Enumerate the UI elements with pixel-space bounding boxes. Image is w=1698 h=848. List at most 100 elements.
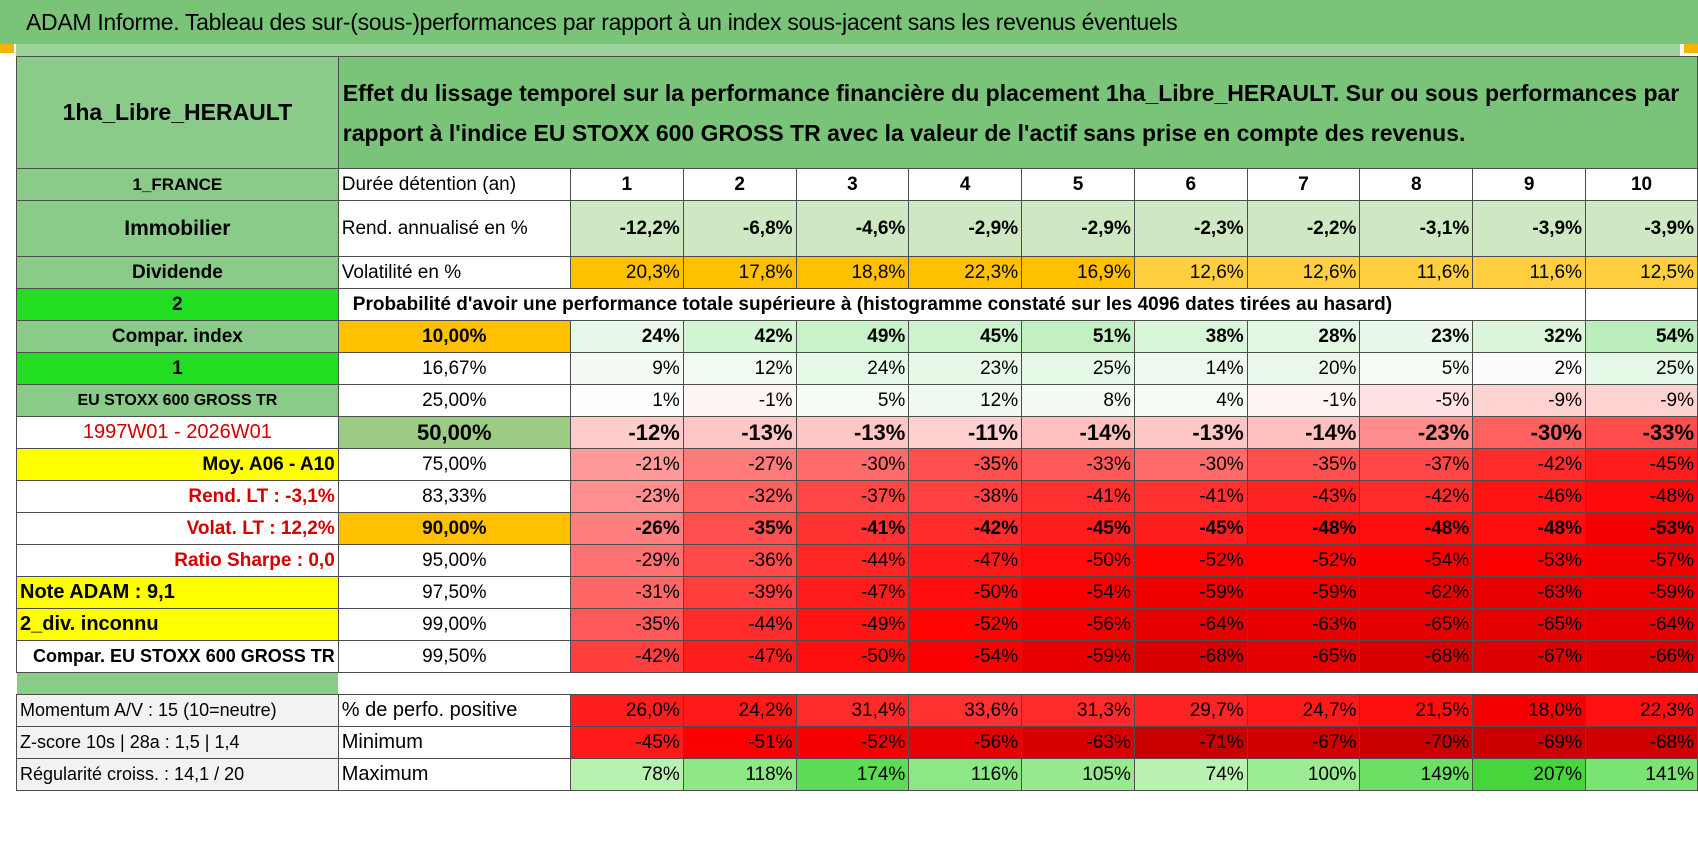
prob-cell: 45% bbox=[908, 320, 1023, 353]
prob-cell: -44% bbox=[682, 608, 797, 641]
header-strip bbox=[16, 44, 1680, 56]
stat-cell: 26,0% bbox=[569, 694, 684, 727]
prob-cell: -5% bbox=[1359, 384, 1474, 417]
prob-cell: -62% bbox=[1359, 576, 1474, 609]
prob-cell: -48% bbox=[1246, 512, 1361, 545]
prob-cell: -50% bbox=[908, 576, 1023, 609]
long-term-return: Rend. LT : -3,1% bbox=[16, 480, 339, 513]
volatility-cell: 20,3% bbox=[569, 256, 684, 289]
prob-cell: -64% bbox=[1585, 608, 1698, 641]
sharpe-ratio: Ratio Sharpe : 0,0 bbox=[16, 544, 339, 577]
percentile-label: 50,00% bbox=[337, 416, 571, 449]
stat-cell: 141% bbox=[1585, 758, 1698, 791]
annual-return-cell: -2,9% bbox=[1021, 200, 1135, 257]
prob-cell: -41% bbox=[1133, 480, 1248, 513]
prob-cell: -52% bbox=[1133, 544, 1248, 577]
zscore-label: Z-score 10s | 28a : 1,5 | 1,4 bbox=[16, 726, 339, 759]
prob-cell: -67% bbox=[1472, 640, 1587, 673]
prob-cell: -46% bbox=[1472, 480, 1587, 513]
prob-cell: -54% bbox=[1021, 576, 1135, 609]
compar-index-label: Compar. index bbox=[16, 320, 339, 353]
prob-cell: -64% bbox=[1133, 608, 1248, 641]
prob-cell: -59% bbox=[1021, 640, 1135, 673]
empty-cell bbox=[1585, 288, 1698, 321]
prob-cell: -47% bbox=[795, 576, 910, 609]
percentile-label: 97,50% bbox=[337, 576, 571, 609]
regularity-label: Régularité croiss. : 14,1 / 20 bbox=[16, 758, 339, 791]
prob-cell: -63% bbox=[1246, 608, 1361, 641]
year-header: 4 bbox=[908, 168, 1023, 201]
corner-marker-left bbox=[0, 44, 14, 53]
stat-cell: 78% bbox=[569, 758, 684, 791]
year-header: 5 bbox=[1021, 168, 1135, 201]
stat-cell: 207% bbox=[1472, 758, 1587, 791]
minimum-label: Minimum bbox=[337, 726, 571, 759]
prob-cell: -14% bbox=[1246, 416, 1361, 449]
prob-cell: 12% bbox=[908, 384, 1023, 417]
stat-cell: -71% bbox=[1133, 726, 1248, 759]
prob-cell: -30% bbox=[795, 448, 910, 481]
prob-cell: -42% bbox=[908, 512, 1023, 545]
prob-cell: 54% bbox=[1585, 320, 1698, 353]
prob-cell: -45% bbox=[1133, 512, 1248, 545]
stat-cell: -68% bbox=[1585, 726, 1698, 759]
prob-cell: 2% bbox=[1472, 352, 1587, 385]
prob-cell: 5% bbox=[1359, 352, 1474, 385]
spacer-row bbox=[338, 673, 1697, 695]
prob-cell: -33% bbox=[1021, 448, 1135, 481]
selector-a[interactable]: 2 bbox=[16, 288, 339, 321]
prob-cell: -30% bbox=[1133, 448, 1248, 481]
annual-return-label: Rend. annualisé en % bbox=[337, 200, 571, 257]
stat-cell: 33,6% bbox=[908, 694, 1023, 727]
holding-duration-label: Durée détention (an) bbox=[337, 168, 571, 201]
stat-cell: -45% bbox=[569, 726, 684, 759]
prob-cell: -63% bbox=[1472, 576, 1587, 609]
stat-cell: 100% bbox=[1246, 758, 1361, 791]
stat-cell: 18,0% bbox=[1472, 694, 1587, 727]
maximum-label: Maximum bbox=[337, 758, 571, 791]
prob-cell: -54% bbox=[908, 640, 1023, 673]
stat-cell: 31,3% bbox=[1021, 694, 1135, 727]
long-term-volatility: Volat. LT : 12,2% bbox=[16, 512, 339, 545]
prob-cell: 14% bbox=[1133, 352, 1248, 385]
stat-cell: -51% bbox=[682, 726, 797, 759]
prob-cell: 4% bbox=[1133, 384, 1248, 417]
annual-return-cell: -3,9% bbox=[1472, 200, 1587, 257]
prob-cell: -48% bbox=[1359, 512, 1474, 545]
prob-cell: -42% bbox=[1359, 480, 1474, 513]
prob-cell: -32% bbox=[682, 480, 797, 513]
prob-cell: 5% bbox=[795, 384, 910, 417]
dividend-status: 2_div. inconnu bbox=[16, 608, 339, 641]
prob-cell: -33% bbox=[1585, 416, 1698, 449]
year-header: 9 bbox=[1472, 168, 1587, 201]
prob-cell: 28% bbox=[1246, 320, 1361, 353]
prob-cell: -13% bbox=[1133, 416, 1248, 449]
stat-cell: 24,7% bbox=[1246, 694, 1361, 727]
prob-cell: -37% bbox=[1359, 448, 1474, 481]
prob-cell: 42% bbox=[682, 320, 797, 353]
period-label: 1997W01 - 2026W01 bbox=[16, 416, 339, 449]
prob-cell: -35% bbox=[1246, 448, 1361, 481]
prob-cell: -42% bbox=[1472, 448, 1587, 481]
year-header: 8 bbox=[1359, 168, 1474, 201]
stat-cell: 31,4% bbox=[795, 694, 910, 727]
stat-cell: -56% bbox=[908, 726, 1023, 759]
prob-cell: -52% bbox=[908, 608, 1023, 641]
volatility-cell: 18,8% bbox=[795, 256, 910, 289]
prob-cell: -59% bbox=[1246, 576, 1361, 609]
year-header: 2 bbox=[682, 168, 797, 201]
volatility-cell: 22,3% bbox=[908, 256, 1023, 289]
report-title: ADAM Informe. Tableau des sur-(sous-)per… bbox=[0, 0, 1698, 44]
selector-b[interactable]: 1 bbox=[16, 352, 339, 385]
prob-cell: -68% bbox=[1133, 640, 1248, 673]
prob-cell: 24% bbox=[795, 352, 910, 385]
prob-cell: -27% bbox=[682, 448, 797, 481]
prob-cell: -49% bbox=[795, 608, 910, 641]
volatility-cell: 11,6% bbox=[1359, 256, 1474, 289]
prob-cell: -50% bbox=[1021, 544, 1135, 577]
country-label: 1_FRANCE bbox=[16, 168, 339, 201]
prob-cell: -59% bbox=[1133, 576, 1248, 609]
year-header: 3 bbox=[795, 168, 910, 201]
prob-cell: -41% bbox=[795, 512, 910, 545]
annual-return-cell: -4,6% bbox=[795, 200, 910, 257]
